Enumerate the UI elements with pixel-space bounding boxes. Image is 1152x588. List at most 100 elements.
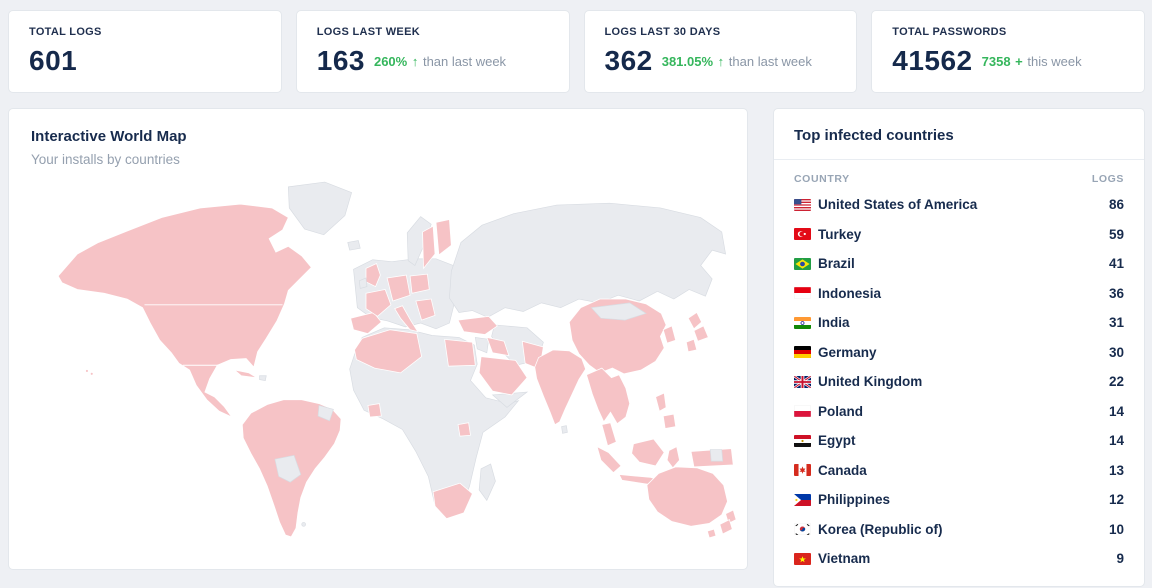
map-region-philippines-south[interactable] xyxy=(662,413,677,429)
map-region-italy[interactable] xyxy=(394,305,419,333)
country-logs: 13 xyxy=(1108,462,1124,478)
country-name: Indonesia xyxy=(818,285,882,301)
map-region-ireland[interactable] xyxy=(358,277,368,289)
map-region-saudi-arabia[interactable] xyxy=(478,356,528,396)
map-region-sumatra[interactable] xyxy=(596,445,622,474)
country-row: United Kingdom 22 xyxy=(774,367,1144,397)
map-region-new-zealand-south[interactable] xyxy=(719,519,733,535)
map-region-finland[interactable] xyxy=(435,218,452,256)
country-row: Poland 14 xyxy=(774,397,1144,427)
map-region-sweden[interactable] xyxy=(422,225,436,270)
map-region-indochina[interactable] xyxy=(586,367,631,425)
world-map[interactable] xyxy=(39,177,739,540)
map-region-greenland[interactable] xyxy=(287,181,353,236)
map-region-russia[interactable] xyxy=(449,202,726,318)
column-header-logs: LOGS xyxy=(1091,173,1124,185)
map-region-japan-honshu[interactable] xyxy=(693,325,709,342)
map-region-egypt[interactable] xyxy=(444,338,476,367)
stat-card: LOGS LAST 30 DAYS 362 381.05% ↑ than las… xyxy=(583,10,858,93)
country-logs: 86 xyxy=(1108,197,1124,213)
map-region-germany[interactable] xyxy=(386,274,411,302)
map-region-balkans[interactable] xyxy=(415,298,436,321)
map-region-north-america[interactable] xyxy=(57,203,312,418)
map-region-hispaniola[interactable] xyxy=(259,375,267,381)
delta-value: 381.05% xyxy=(661,53,714,69)
country-logs: 22 xyxy=(1108,374,1124,390)
delta-suffix: than last week xyxy=(725,53,812,69)
map-region-falklands[interactable] xyxy=(301,522,306,527)
stat-value: 163 xyxy=(316,45,365,76)
tr-flag xyxy=(794,228,811,241)
id-flag xyxy=(794,287,811,300)
map-region-japan[interactable] xyxy=(687,311,703,330)
stat-value: 41562 xyxy=(892,45,973,76)
map-region-levant[interactable] xyxy=(474,337,490,354)
map-region-cuba[interactable] xyxy=(233,369,257,379)
map-region-mongolia[interactable] xyxy=(590,302,647,321)
country-name: Germany xyxy=(818,344,877,360)
map-region-tasmania[interactable] xyxy=(706,528,717,539)
map-region-china[interactable] xyxy=(568,298,667,375)
map-region-philippines[interactable] xyxy=(655,392,667,412)
delta-value: 260% xyxy=(373,53,408,69)
delta-suffix: this week xyxy=(1023,53,1082,69)
country-row: Germany 30 xyxy=(774,338,1144,368)
country-logs: 41 xyxy=(1108,256,1124,272)
stat-label: TOTAL LOGS xyxy=(29,26,102,38)
column-header-country: COUNTRY xyxy=(794,173,850,185)
trend-up-icon: ↑ xyxy=(717,53,725,69)
map-region-india[interactable] xyxy=(534,349,587,426)
map-region-australia[interactable] xyxy=(646,466,728,527)
country-name: Canada xyxy=(818,462,867,478)
map-region-borneo[interactable] xyxy=(631,438,665,467)
map-region-madagascar[interactable] xyxy=(478,463,496,502)
map-panel-title: Interactive World Map xyxy=(31,128,187,145)
map-region-guyanas[interactable] xyxy=(317,405,334,422)
map-panel-subtitle: Your installs by countries xyxy=(31,152,180,167)
map-region-bolivia-paraguay[interactable] xyxy=(274,454,302,483)
map-region-ivory-coast[interactable] xyxy=(367,403,382,418)
map-region-france[interactable] xyxy=(365,289,392,317)
country-row: United States of America 86 xyxy=(774,190,1144,220)
country-name: Egypt xyxy=(818,433,856,449)
stat-card: TOTAL PASSWORDS 41562 7358 + this week xyxy=(871,10,1145,93)
map-region-poland[interactable] xyxy=(409,273,430,294)
plus-icon: + xyxy=(1015,53,1023,69)
stat-value: 362 xyxy=(604,45,653,76)
country-row: Egypt 14 xyxy=(774,426,1144,456)
map-region-png-west[interactable] xyxy=(709,449,724,462)
map-region-hawaii-2[interactable] xyxy=(89,372,94,376)
country-name: Vietnam xyxy=(818,551,871,567)
country-logs: 30 xyxy=(1108,344,1124,360)
stat-label: LOGS LAST 30 DAYS xyxy=(604,26,721,38)
map-region-korea[interactable] xyxy=(662,325,677,344)
map-region-turkey[interactable] xyxy=(457,315,498,335)
stat-delta: 260% ↑ than last week xyxy=(374,54,506,69)
country-name: Turkey xyxy=(818,226,862,242)
map-region-sri-lanka[interactable] xyxy=(561,425,568,434)
country-row: Korea (Republic of) 10 xyxy=(774,515,1144,545)
map-region-iberia[interactable] xyxy=(350,312,382,334)
map-region-south-africa[interactable] xyxy=(432,482,473,520)
vn-flag xyxy=(794,552,811,565)
country-logs: 14 xyxy=(1108,433,1124,449)
delta-value: 7358 xyxy=(981,53,1011,69)
map-region-japan-kyushu[interactable] xyxy=(685,338,698,353)
map-region-uganda[interactable] xyxy=(457,422,471,437)
stat-delta: 381.05% ↑ than last week xyxy=(662,54,812,69)
country-name: United Kingdom xyxy=(818,374,923,390)
world-map-panel: Interactive World Map Your installs by c… xyxy=(8,108,748,570)
country-logs: 59 xyxy=(1108,226,1124,242)
us-flag xyxy=(794,198,811,211)
country-row: Canada 13 xyxy=(774,456,1144,486)
country-logs: 12 xyxy=(1108,492,1124,508)
map-region-hawaii[interactable] xyxy=(85,369,89,373)
country-name: India xyxy=(818,315,850,331)
map-region-iraq[interactable] xyxy=(486,336,510,357)
stat-label: LOGS LAST WEEK xyxy=(316,26,420,38)
main-row: Interactive World Map Your installs by c… xyxy=(0,93,1152,587)
map-region-iceland[interactable] xyxy=(347,240,361,251)
map-region-malay-peninsula[interactable] xyxy=(601,422,617,447)
map-region-morocco-algeria[interactable] xyxy=(354,329,423,374)
map-region-sulawesi[interactable] xyxy=(666,446,680,469)
